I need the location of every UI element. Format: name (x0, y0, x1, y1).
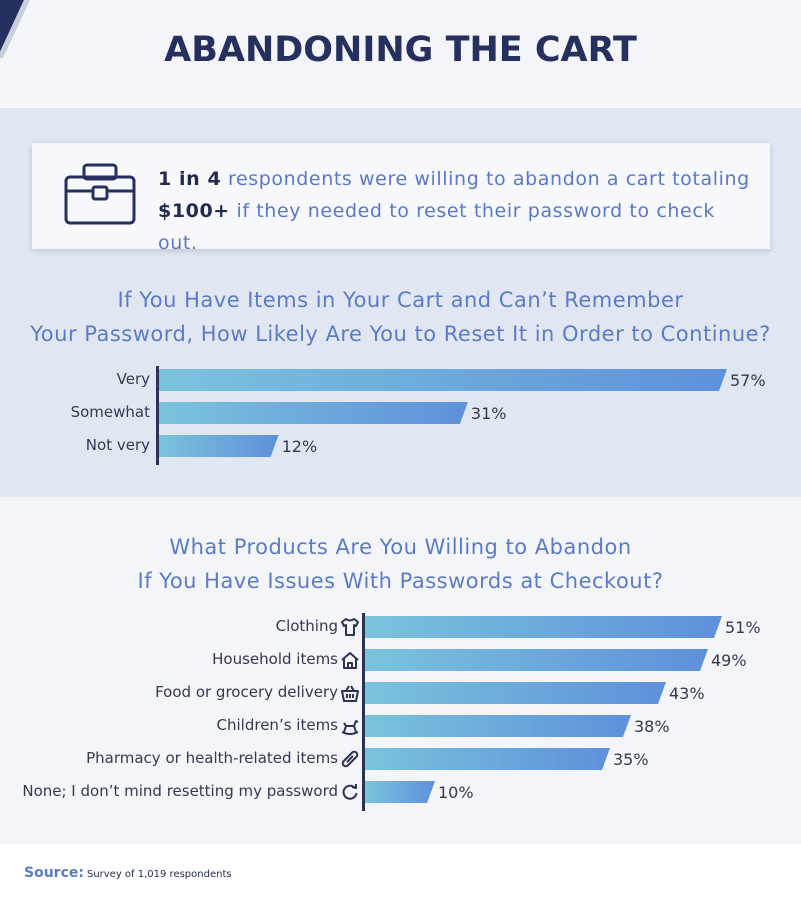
chart2-category-label: Household items (212, 650, 338, 668)
chart2-title-line2: If You Have Issues With Passwords at Che… (137, 569, 664, 593)
chart2-category-label: Children’s items (216, 716, 338, 734)
chart1-title-line1: If You Have Items in Your Cart and Can’t… (117, 288, 684, 312)
chart2-axis (362, 613, 365, 811)
source-text: Survey of 1,019 respondents (86, 869, 232, 880)
chart2-bar (365, 682, 666, 704)
chart1-title-line2: Your Password, How Likely Are You to Res… (30, 322, 771, 346)
page-title: ABANDONING THE CART (164, 30, 637, 70)
stat-highlight-amount: $100+ (158, 200, 230, 222)
stat-text-part2: if they needed to reset their password t… (158, 200, 715, 254)
chart2-value-label: 10% (438, 783, 474, 802)
refresh-icon (340, 782, 360, 802)
chart1-axis (156, 366, 159, 465)
chart2-value-label: 49% (711, 651, 747, 670)
chart2-category-label: Food or grocery delivery (155, 683, 338, 701)
chart1-value-label: 12% (281, 437, 318, 456)
chart2-value-label: 38% (634, 717, 670, 736)
chart1-bar (159, 369, 727, 391)
shirt-icon (340, 617, 360, 637)
chart1-category-label: Very (116, 370, 150, 388)
chart2-title-line1: What Products Are You Willing to Abandon (169, 535, 632, 559)
chart2-bar (365, 748, 610, 770)
chart1-category-label: Somewhat (70, 403, 150, 421)
chart2-bar (365, 715, 631, 737)
source-note: Source: Survey of 1,019 respondents (24, 862, 232, 881)
house-icon (340, 650, 360, 670)
chart1-value-label: 31% (470, 404, 507, 423)
key-stat-callout: 1 in 4 respondents were willing to aband… (32, 143, 770, 254)
chart2-value-label: 35% (613, 750, 649, 769)
chart2-bar (365, 649, 708, 671)
key-stat-text: 1 in 4 respondents were willing to aband… (158, 163, 758, 259)
chart2-category-label: Pharmacy or health-related items (86, 749, 338, 767)
header: ABANDONING THE CART (0, 0, 801, 108)
chart2-category-label: Clothing (275, 617, 338, 635)
corner-stripe-decoration (0, 0, 30, 58)
chart1-title: If You Have Items in Your Cart and Can’t… (0, 283, 801, 351)
chart1-value-label: 57% (730, 371, 766, 390)
chart2-value-label: 43% (669, 684, 705, 703)
source-label: Source: (24, 865, 84, 881)
pill-icon (340, 749, 360, 769)
briefcase-icon (64, 163, 136, 225)
basket-icon (340, 683, 360, 703)
chart2-bar (365, 616, 722, 638)
chart1-category-label: Not very (85, 436, 150, 454)
chart2-value-label: 51% (725, 618, 761, 637)
chart2-title: What Products Are You Willing to Abandon… (0, 530, 801, 598)
chart1-bar (159, 435, 279, 457)
rocking-horse-icon (340, 716, 360, 736)
stat-text-part1: respondents were willing to abandon a ca… (221, 168, 750, 190)
chart2-bar (365, 781, 435, 803)
chart2-category-label: None; I don’t mind resetting my password (22, 782, 338, 800)
stat-highlight-ratio: 1 in 4 (158, 168, 222, 190)
chart1-bar (159, 402, 468, 424)
